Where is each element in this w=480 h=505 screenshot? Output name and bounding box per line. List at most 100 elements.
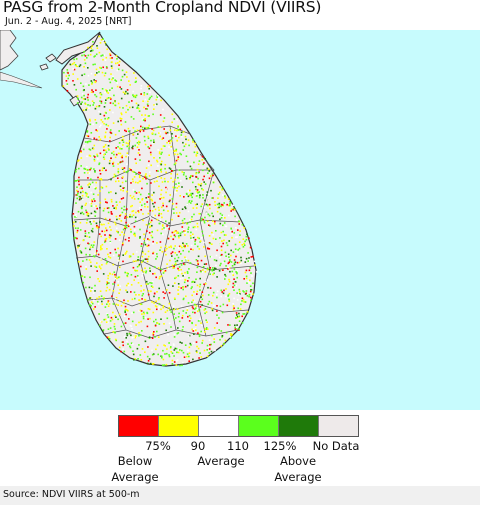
ndvi-pixel: [177, 327, 179, 329]
ndvi-pixel: [170, 145, 173, 148]
ndvi-pixel: [104, 117, 106, 120]
ndvi-pixel: [166, 352, 168, 355]
ndvi-pixel: [108, 149, 110, 151]
ndvi-pixel: [163, 145, 166, 147]
ndvi-pixel: [238, 223, 240, 225]
ndvi-pixel: [149, 197, 151, 199]
ndvi-pixel: [83, 66, 85, 68]
ndvi-pixel: [206, 321, 208, 323]
ndvi-pixel: [76, 186, 78, 188]
ndvi-pixel: [142, 219, 144, 222]
ndvi-pixel: [137, 282, 140, 284]
ndvi-pixel: [175, 347, 178, 350]
ndvi-pixel: [164, 249, 167, 251]
ndvi-pixel: [110, 198, 113, 201]
ndvi-pixel: [74, 236, 76, 239]
ndvi-pixel: [220, 345, 223, 347]
ndvi-pixel: [132, 133, 134, 136]
ndvi-pixel: [171, 198, 174, 200]
ndvi-pixel: [168, 140, 170, 142]
ndvi-pixel: [153, 266, 156, 268]
ndvi-pixel: [241, 244, 244, 246]
ndvi-pixel: [114, 338, 117, 341]
ndvi-pixel: [126, 274, 128, 277]
ndvi-pixel: [138, 180, 141, 183]
ndvi-pixel: [195, 329, 197, 331]
ndvi-pixel: [198, 237, 200, 240]
ndvi-pixel: [97, 176, 99, 179]
ndvi-pixel: [192, 342, 195, 344]
ndvi-pixel: [119, 161, 122, 163]
ndvi-pixel: [175, 206, 178, 209]
ndvi-pixel: [131, 178, 134, 180]
ndvi-pixel: [131, 215, 133, 218]
ndvi-pixel: [206, 268, 209, 271]
ndvi-pixel: [147, 146, 149, 148]
ndvi-pixel: [235, 236, 237, 238]
ndvi-pixel: [233, 268, 236, 270]
ndvi-pixel: [152, 363, 155, 365]
ndvi-pixel: [193, 333, 195, 335]
ndvi-pixel: [99, 169, 101, 172]
ndvi-pixel: [132, 311, 135, 314]
ndvi-pixel: [204, 199, 206, 202]
ndvi-pixel: [101, 121, 104, 123]
ndvi-pixel: [199, 277, 201, 280]
ndvi-pixel: [105, 56, 108, 59]
ndvi-pixel: [74, 180, 76, 182]
ndvi-pixel: [145, 177, 147, 180]
ndvi-pixel: [196, 203, 198, 205]
ndvi-pixel: [100, 186, 103, 188]
ndvi-pixel: [184, 207, 187, 210]
ndvi-pixel: [74, 221, 77, 223]
ndvi-pixel: [75, 180, 78, 182]
ndvi-pixel: [135, 324, 137, 326]
ndvi-pixel: [176, 153, 179, 156]
ndvi-pixel: [221, 291, 223, 293]
ndvi-pixel: [232, 308, 235, 311]
ndvi-pixel: [123, 73, 126, 76]
ndvi-pixel: [121, 231, 123, 233]
legend-average: Average: [197, 454, 245, 468]
ndvi-pixel: [106, 313, 108, 315]
ndvi-pixel: [171, 255, 173, 257]
ndvi-pixel: [195, 207, 198, 209]
ndvi-pixel: [140, 359, 143, 361]
ndvi-pixel: [95, 122, 98, 124]
ndvi-pixel: [161, 151, 163, 154]
ndvi-pixel: [138, 263, 141, 266]
ndvi-pixel: [132, 118, 135, 120]
ndvi-pixel: [198, 309, 201, 311]
ndvi-pixel: [187, 280, 189, 282]
ndvi-pixel: [207, 346, 210, 349]
ndvi-pixel: [122, 187, 124, 189]
ndvi-pixel: [216, 276, 218, 278]
ndvi-pixel: [193, 281, 196, 283]
ndvi-pixel: [185, 243, 188, 245]
ndvi-pixel: [234, 324, 236, 327]
ndvi-pixel: [109, 109, 111, 111]
ndvi-pixel: [88, 232, 90, 234]
ndvi-pixel: [235, 255, 237, 258]
ndvi-pixel: [159, 126, 161, 128]
ndvi-pixel: [128, 256, 131, 258]
ndvi-pixel: [89, 155, 92, 157]
ndvi-pixel: [138, 107, 140, 110]
ndvi-pixel: [214, 201, 216, 203]
ndvi-pixel: [141, 114, 143, 116]
ndvi-pixel: [147, 255, 150, 258]
ndvi-pixel: [82, 148, 85, 151]
ndvi-pixel: [174, 186, 176, 189]
ndvi-pixel: [106, 90, 108, 92]
ndvi-pixel: [216, 210, 219, 213]
ndvi-pixel: [176, 254, 178, 256]
ndvi-pixel: [85, 211, 88, 214]
ndvi-pixel: [175, 150, 177, 152]
ndvi-pixel: [126, 275, 129, 278]
ndvi-pixel: [118, 254, 120, 256]
ndvi-pixel: [161, 228, 164, 230]
ndvi-pixel: [99, 320, 102, 323]
ndvi-pixel: [199, 352, 201, 354]
ndvi-pixel: [154, 201, 156, 204]
ndvi-pixel: [138, 344, 140, 346]
